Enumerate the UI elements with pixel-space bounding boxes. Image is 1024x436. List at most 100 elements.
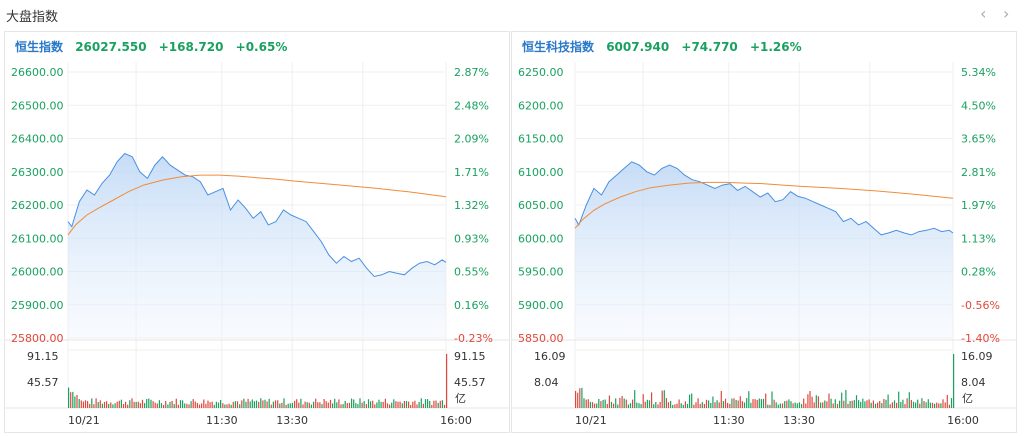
volume-tick-label: 91.15 (454, 350, 486, 363)
volume-bar (334, 398, 336, 408)
index-change-pct: +0.65% (235, 40, 288, 54)
hsi-chart-panel[interactable]: 恒生指数 26027.550 +168.720 +0.65% 26600.00 2… (4, 31, 510, 433)
volume-bar (277, 400, 279, 408)
hstech-chart-panel[interactable]: 恒生科技指数 6007.940 +74.770 +1.26% 6250.00 62… (511, 31, 1017, 433)
x-tick-label: 10/21 (575, 414, 607, 427)
volume-bar (841, 392, 843, 408)
volume-bar (716, 400, 718, 408)
volume-bar (695, 402, 697, 408)
volume-bar (598, 399, 600, 408)
volume-bar (91, 398, 93, 408)
volume-bar (699, 403, 701, 408)
section-title: 大盘指数 (6, 10, 59, 25)
volume-bar (110, 402, 112, 408)
volume-bar (801, 404, 803, 408)
volume-bar (129, 400, 131, 408)
volume-bar (617, 404, 619, 408)
volume-bar (756, 399, 758, 408)
volume-bar (344, 400, 346, 408)
index-name: 恒生指数 (15, 40, 64, 54)
volume-bar (606, 404, 608, 408)
volume-bar (384, 398, 386, 408)
volume-bar (703, 404, 705, 408)
y-tick-label: 26600.00 (11, 66, 64, 79)
pct-tick-label: 0.93% (454, 232, 489, 245)
volume-bar (923, 401, 925, 408)
volume-bar (190, 401, 192, 408)
volume-bar (241, 400, 243, 408)
volume-bar (644, 401, 646, 408)
volume-bar (735, 399, 737, 408)
volume-bar (405, 400, 408, 408)
y-tick-label: 5950.00 (518, 266, 564, 279)
volume-bar (921, 398, 923, 408)
volume-bar (236, 401, 239, 408)
volume-bar (247, 398, 249, 408)
volume-bar (870, 402, 872, 408)
volume-bar (948, 404, 950, 408)
volume-bar (794, 402, 796, 408)
volume-bar (84, 400, 87, 408)
volume-bar (600, 401, 602, 408)
volume-bar (585, 399, 587, 408)
x-tick-label: 10/21 (68, 414, 100, 427)
volume-bar (410, 405, 412, 408)
volume-tick-label: 45.57 (454, 376, 486, 389)
volume-bar (167, 404, 169, 408)
volume-bar (253, 401, 255, 408)
volume-bar (619, 398, 621, 408)
pct-tick-label: 0.55% (454, 266, 489, 279)
volume-bar (215, 401, 217, 408)
volume-bar (790, 401, 792, 408)
pct-tick-label: 1.13% (961, 232, 996, 245)
volume-bar (112, 404, 114, 408)
volume-bar (917, 399, 919, 408)
price-line (574, 161, 954, 236)
volume-bar (862, 398, 864, 408)
volume-bar (420, 398, 422, 408)
pct-tick-label: 2.09% (454, 133, 489, 146)
volume-bar (769, 404, 771, 408)
volume-bar (171, 400, 173, 408)
volume-bar (294, 400, 296, 408)
volume-bar (321, 404, 323, 408)
volume-bar (317, 402, 319, 408)
volume-bar (591, 402, 594, 408)
volume-bar (737, 400, 739, 408)
volume-bar (942, 399, 944, 408)
volume-bar (357, 404, 359, 408)
volume-bar (76, 394, 78, 408)
volume-bar (689, 394, 691, 408)
volume-bar (150, 399, 152, 408)
volume-bar (382, 401, 384, 408)
volume-bar (209, 402, 211, 408)
volume-bar (203, 399, 205, 408)
chevron-left-icon[interactable]: ‹ (980, 4, 987, 23)
price-area (68, 153, 446, 338)
volume-bar (114, 403, 116, 408)
volume-bar (642, 394, 644, 408)
volume-bar (697, 398, 699, 408)
volume-bar (342, 404, 344, 408)
volume-bar (855, 395, 858, 408)
volume-bar (306, 402, 308, 408)
volume-bar (676, 403, 678, 408)
volume-bar (902, 399, 904, 408)
volume-bar (285, 404, 287, 408)
volume-bar (594, 403, 596, 408)
chevron-right-icon[interactable]: › (1003, 4, 1010, 23)
volume-bar (393, 399, 395, 408)
volume-bar (446, 354, 448, 408)
volume-bar (667, 402, 670, 408)
volume-bar (623, 398, 625, 408)
volume-bar (587, 399, 589, 408)
volume-bar (883, 399, 885, 408)
volume-bar (268, 398, 270, 408)
volume-bar (133, 401, 135, 408)
volume-bar (893, 400, 896, 408)
volume-bar (340, 404, 342, 408)
volume-bar (817, 396, 819, 408)
volume-bar (169, 401, 171, 408)
volume-bar (414, 400, 416, 408)
volume-bar (323, 399, 325, 408)
